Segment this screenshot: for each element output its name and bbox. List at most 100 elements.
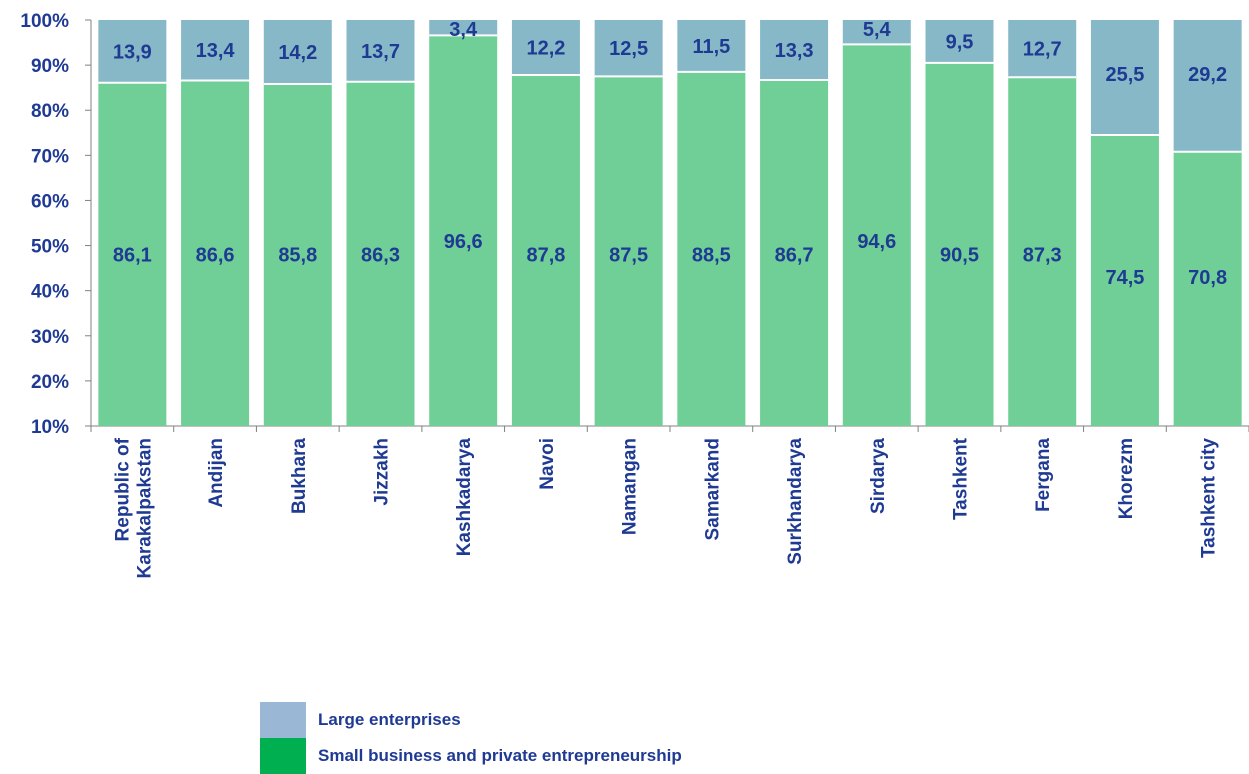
data-label-large-enterprises: 3,4 [449, 19, 478, 41]
data-label-large-enterprises: 14,2 [278, 42, 317, 64]
data-label-small-business: 86,1 [113, 245, 152, 267]
data-label-large-enterprises: 11,5 [692, 36, 730, 58]
y-tick-label: 80% [31, 101, 69, 122]
x-tick-label: Tashkent [951, 437, 972, 520]
bar-large-enterprises [1008, 20, 1077, 78]
data-label-small-business: 87,8 [526, 245, 565, 267]
bar-large-enterprises [1173, 20, 1242, 152]
x-tick-label-group: Republic of Karakalpakstan [112, 437, 155, 578]
legend-swatch-large [260, 702, 306, 738]
bar-large-enterprises [594, 20, 663, 77]
bar-small-business [1173, 151, 1242, 427]
data-label-large-enterprises: 25,5 [1105, 64, 1144, 86]
data-label-large-enterprises: 5,4 [863, 19, 892, 41]
x-tick-label-group: Navoi [537, 438, 558, 490]
data-label-small-business: 86,3 [361, 245, 400, 267]
bar-small-business [346, 81, 415, 427]
x-tick-label: Fergana [1033, 438, 1054, 512]
legend-swatch-small [260, 738, 306, 774]
x-tick-label: Republic of [112, 437, 133, 541]
x-tick-label-group: Fergana [1033, 438, 1054, 512]
bar-small-business [511, 75, 580, 426]
chart-svg: 10% 20% 30% 40% 50% 60% 70% 80% 90% 100% 86,1 13,9 R… [20, 11, 1249, 578]
bar-small-business [263, 84, 332, 427]
x-tick-label-group: Kashkadarya [454, 438, 475, 557]
bar-large-enterprises [1090, 20, 1159, 136]
x-tick-label: Sirdarya [868, 438, 889, 514]
x-tick-label-group: Andijan [206, 438, 227, 508]
x-tick-label: Samarkand [702, 438, 723, 540]
data-label-small-business: 70,8 [1188, 267, 1227, 289]
x-tick-label-group: Jizzakh [372, 438, 393, 506]
bar-small-business [181, 80, 250, 427]
data-label-large-enterprises: 12,7 [1023, 39, 1062, 61]
bar-small-business [677, 71, 746, 426]
bar-large-enterprises [842, 20, 911, 45]
data-label-small-business: 96,6 [444, 231, 483, 253]
data-label-large-enterprises: 12,2 [526, 38, 565, 60]
bar-large-enterprises [511, 20, 580, 76]
data-label-small-business: 86,7 [775, 245, 814, 267]
bar-small-business [429, 35, 498, 427]
legend: Large enterprises Small business and pri… [260, 702, 682, 774]
data-label-large-enterprises: 13,9 [113, 41, 152, 63]
x-tick-label: Bukhara [289, 438, 310, 514]
x-tick-label-group: Tashkent [951, 437, 972, 520]
y-tick-label: 50% [31, 237, 69, 258]
data-label-small-business: 88,5 [692, 245, 731, 267]
legend-label-large: Large enterprises [318, 710, 461, 729]
bar-large-enterprises [677, 20, 746, 72]
bar-small-business [98, 82, 167, 427]
data-label-small-business: 86,6 [196, 245, 235, 267]
legend-item-large: Large enterprises [260, 702, 682, 738]
x-tick-label: Kashkadarya [454, 438, 475, 557]
data-label-large-enterprises: 13,7 [361, 41, 400, 63]
bar-large-enterprises [925, 20, 994, 63]
bar-small-business [842, 44, 911, 427]
bar-small-business [925, 62, 994, 426]
bar-large-enterprises [98, 20, 167, 83]
x-tick-label-group: Sirdarya [868, 438, 889, 514]
data-label-small-business: 87,5 [609, 245, 648, 267]
data-label-small-business: 87,3 [1023, 245, 1062, 267]
x-tick-label-group: Namangan [620, 438, 641, 535]
y-tick-label: 30% [31, 327, 69, 348]
x-tick-label: Khorezm [1116, 438, 1137, 519]
bar-large-enterprises [263, 20, 332, 85]
legend-label-small: Small business and private entrepreneurs… [318, 746, 682, 765]
bar-large-enterprises [181, 20, 250, 81]
x-tick-label-group: Samarkand [702, 438, 723, 540]
data-label-small-business: 74,5 [1105, 267, 1144, 289]
x-tick-label: Navoi [537, 438, 558, 490]
y-tick-label: 70% [31, 146, 69, 167]
x-tick-label-group: Khorezm [1116, 438, 1137, 519]
x-tick-label-group: Surkhandarya [785, 438, 806, 565]
bar-large-enterprises [760, 20, 829, 80]
x-tick-label: Namangan [620, 438, 641, 535]
y-tick-label: 60% [31, 191, 69, 212]
data-label-small-business: 90,5 [940, 245, 979, 267]
bar-small-business [760, 79, 829, 427]
data-label-small-business: 85,8 [278, 245, 317, 267]
y-tick-label: 90% [31, 56, 69, 77]
y-tick-label: 10% [31, 417, 69, 438]
bar-small-business [1090, 135, 1159, 427]
y-tick-label: 100% [20, 11, 69, 32]
bar-small-business [1008, 77, 1077, 427]
y-tick-label: 40% [31, 282, 69, 303]
bar-small-business [594, 76, 663, 426]
data-label-large-enterprises: 29,2 [1188, 64, 1227, 86]
legend-item-small: Small business and private entrepreneurs… [260, 738, 682, 774]
x-tick-label: Karakalpakstan [134, 438, 155, 578]
x-tick-label: Jizzakh [372, 438, 393, 506]
data-label-large-enterprises: 13,4 [196, 40, 236, 62]
bar-large-enterprises [429, 20, 498, 36]
bar-large-enterprises [346, 20, 415, 82]
data-label-large-enterprises: 12,5 [609, 38, 648, 60]
x-tick-label: Tashkent city [1199, 438, 1220, 558]
data-label-large-enterprises: 9,5 [946, 31, 974, 53]
y-tick-label: 20% [31, 372, 69, 393]
data-label-small-business: 94,6 [857, 231, 896, 253]
x-tick-label: Andijan [206, 438, 227, 508]
